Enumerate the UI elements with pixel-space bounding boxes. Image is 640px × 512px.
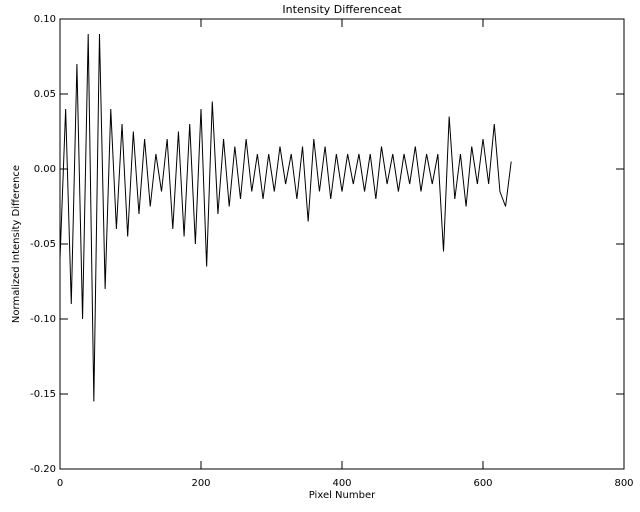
y-tick-label: -0.15 [30, 389, 56, 400]
x-tick-label: 200 [191, 478, 210, 489]
x-tick-label: 600 [473, 478, 492, 489]
y-tick-label: 0.00 [34, 164, 56, 175]
x-tick-label: 400 [332, 478, 351, 489]
chart-title: Intensity Differenceat [282, 3, 402, 16]
data-line [59, 33, 512, 402]
plot-frame [59, 18, 625, 470]
y-tick-label: -0.05 [30, 239, 56, 250]
y-axis-label: Normalized Intensity Difference [11, 165, 22, 323]
x-tick-label: 800 [614, 478, 633, 489]
y-tick-label: 0.05 [34, 89, 56, 100]
x-axis-label: Pixel Number [309, 490, 376, 501]
y-tick-label: 0.10 [34, 14, 56, 25]
y-tick-label: -0.20 [30, 464, 56, 475]
y-tick-label: -0.10 [30, 314, 56, 325]
x-tick-label: 0 [57, 478, 63, 489]
